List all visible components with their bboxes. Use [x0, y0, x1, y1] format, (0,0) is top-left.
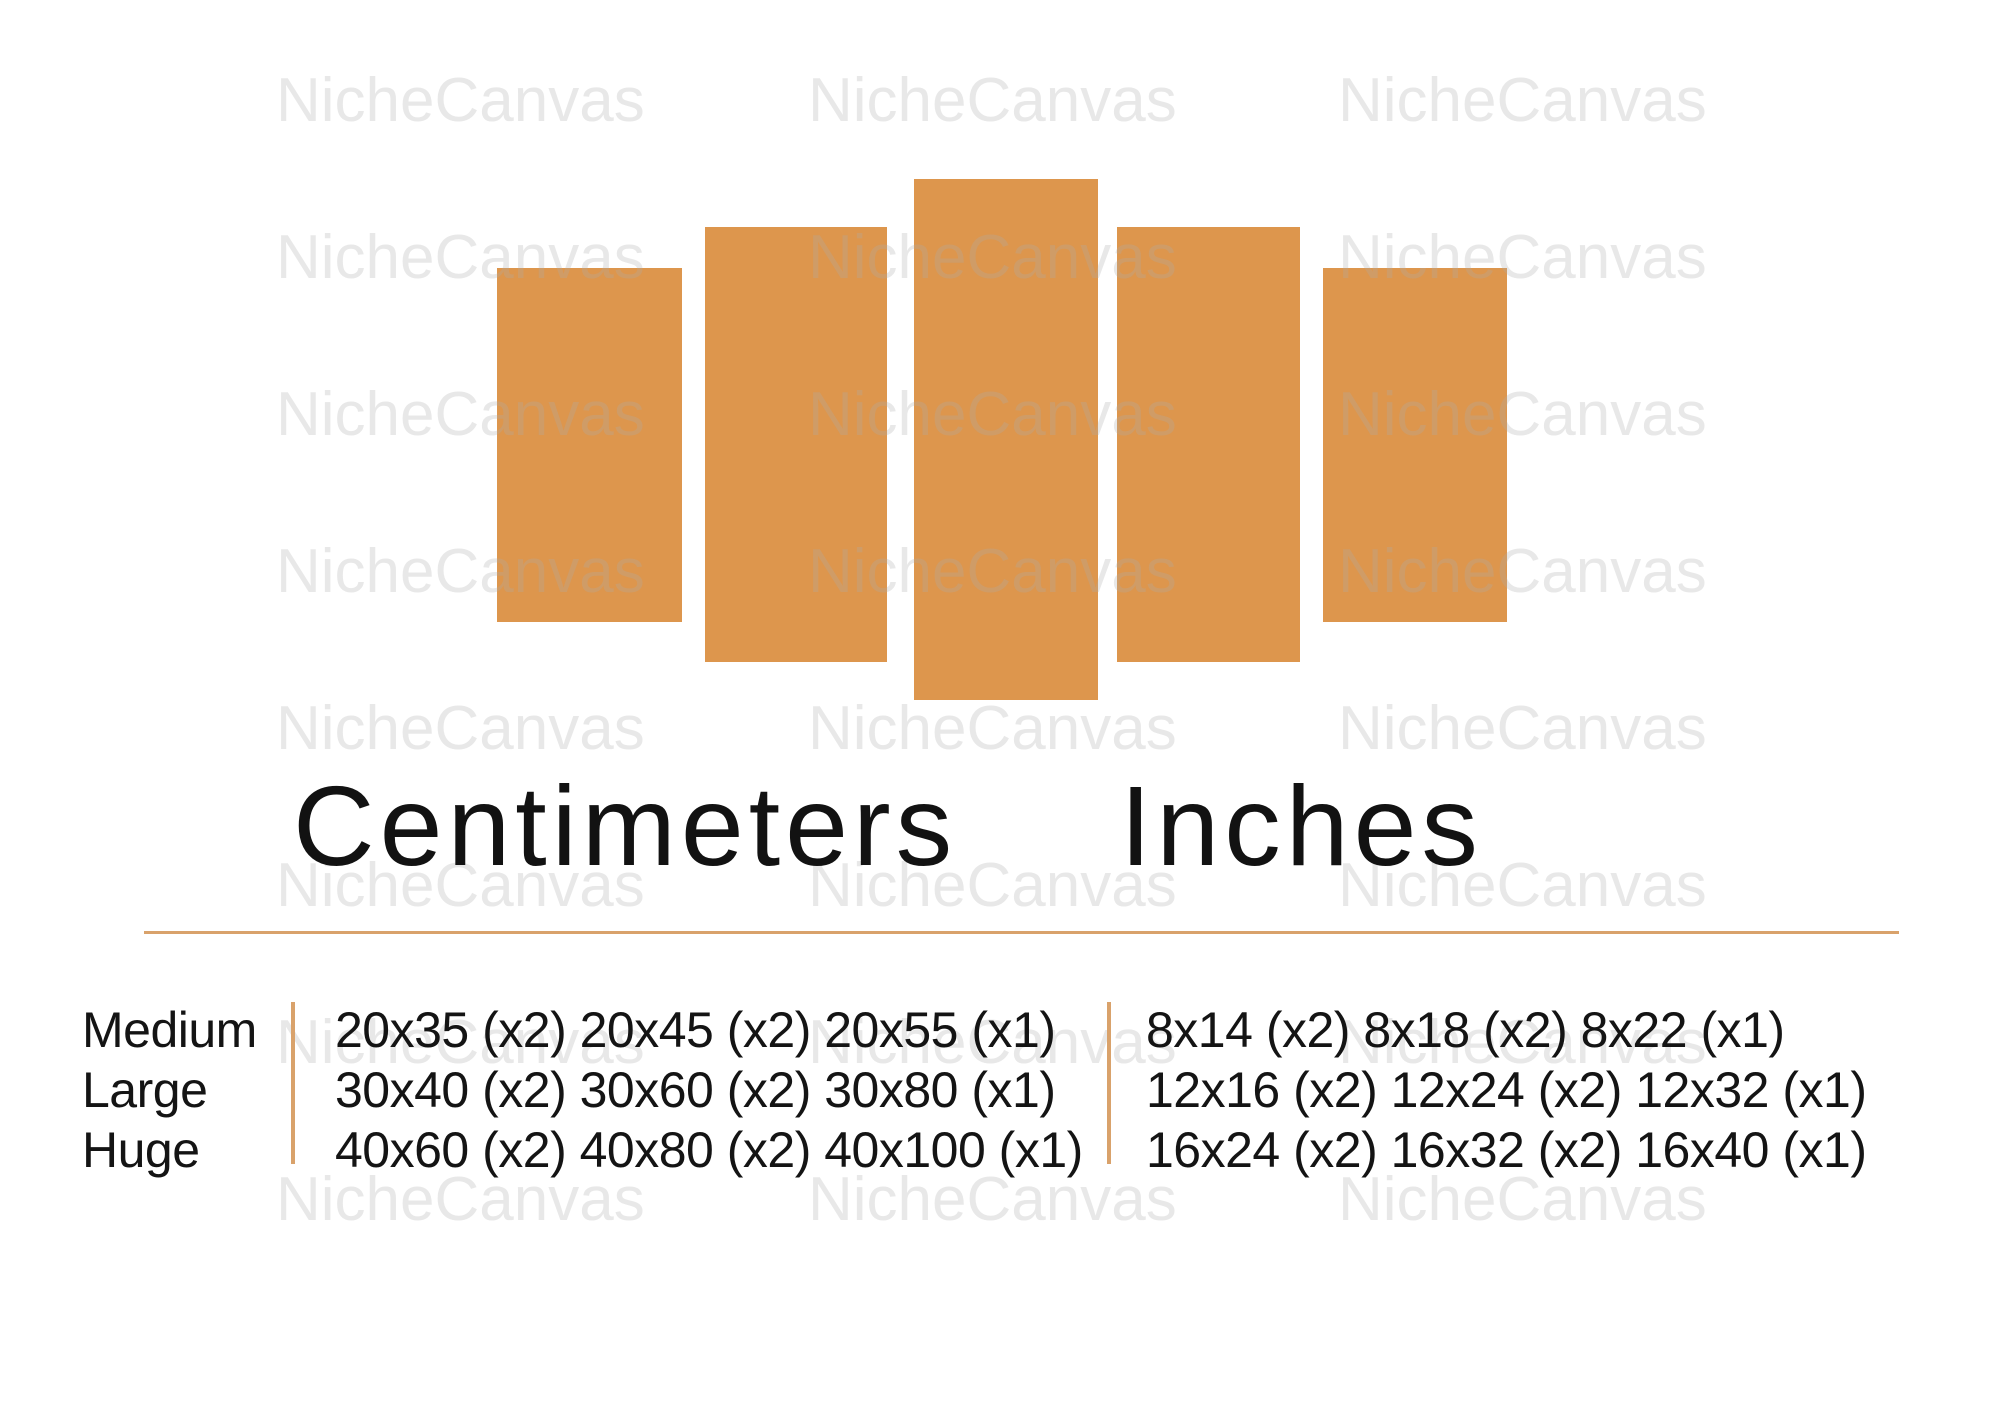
inches-column: 8x14 (x2) 8x18 (x2) 8x22 (x1) 12x16 (x2)… [1146, 1000, 1867, 1180]
canvas-panel-3 [914, 179, 1098, 700]
watermark-text: NicheCanvas [276, 66, 645, 135]
watermark-text: NicheCanvas [276, 694, 645, 763]
inch-sizes: 8x14 (x2) 8x18 (x2) 8x22 (x1) [1146, 1002, 1785, 1058]
cm-sizes: 30x40 (x2) 30x60 (x2) 30x80 (x1) [335, 1062, 1056, 1118]
size-label: Huge [82, 1122, 200, 1178]
watermark-text: NicheCanvas [1338, 694, 1707, 763]
size-label: Large [82, 1062, 208, 1118]
horizontal-divider [144, 931, 1899, 934]
inches-heading: Inches [1120, 763, 1483, 889]
watermark-text: NicheCanvas [1338, 66, 1707, 135]
cm-sizes: 40x60 (x2) 40x80 (x2) 40x100 (x1) [335, 1122, 1083, 1178]
centimeters-heading: Centimeters [293, 763, 958, 889]
size-label-column: Medium Large Huge [82, 1000, 257, 1180]
cm-sizes: 20x35 (x2) 20x45 (x2) 20x55 (x1) [335, 1002, 1056, 1058]
inch-sizes: 12x16 (x2) 12x24 (x2) 12x32 (x1) [1146, 1062, 1867, 1118]
inch-sizes: 16x24 (x2) 16x32 (x2) 16x40 (x1) [1146, 1122, 1867, 1178]
watermark-text: NicheCanvas [808, 694, 1177, 763]
vertical-divider-left [291, 1002, 295, 1164]
canvas-panel-1 [497, 268, 682, 622]
canvas-panel-5 [1323, 268, 1507, 622]
canvas-panel-4 [1117, 227, 1300, 662]
size-label: Medium [82, 1002, 257, 1058]
watermark-text: NicheCanvas [808, 66, 1177, 135]
canvas-panel-2 [705, 227, 887, 662]
vertical-divider-right [1107, 1002, 1111, 1164]
centimeters-column: 20x35 (x2) 20x45 (x2) 20x55 (x1) 30x40 (… [335, 1000, 1083, 1180]
